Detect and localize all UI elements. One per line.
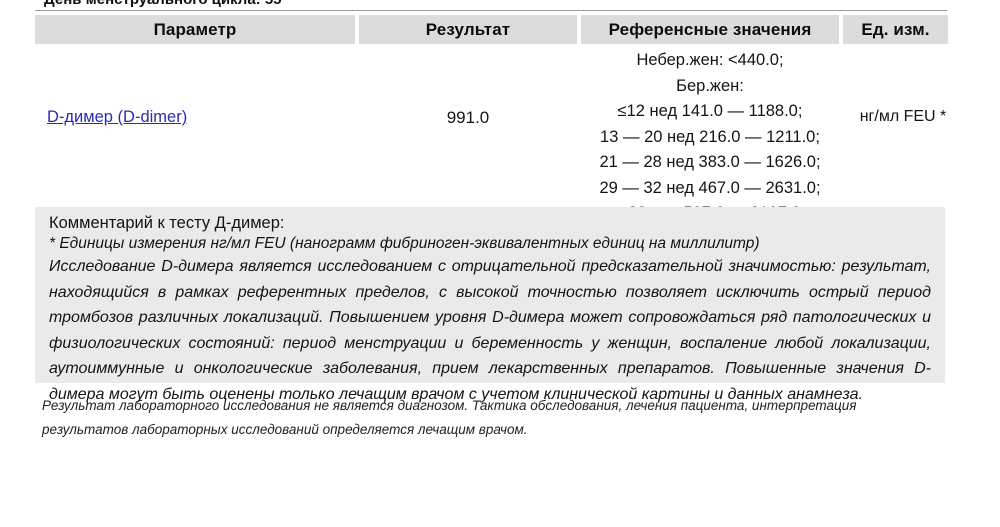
column-header-parameter: Параметр — [35, 15, 355, 44]
comment-units-note: * Единицы измерения нг/мл FEU (нанограмм… — [49, 235, 760, 252]
reference-line: Бер.жен: — [676, 76, 744, 95]
test-comment-panel: Комментарий к тесту Д-димер: * Единицы и… — [35, 207, 945, 403]
test-name-link[interactable]: D-димер (D-dimer) — [47, 108, 188, 126]
test-unit: нг/мл FEU * — [859, 108, 947, 125]
test-result-value: 991.0 — [446, 108, 490, 127]
comment-body: Исследование D-димера является исследова… — [49, 258, 931, 403]
column-header-reference: Референсные значения — [581, 15, 839, 44]
column-header-unit: Ед. изм. — [843, 15, 948, 44]
menstrual-cycle-day-text: День менструального цикла: 55 — [44, 0, 282, 8]
reference-line: Небер.жен: <440.0; — [636, 51, 784, 69]
reference-line: 21 — 28 нед 383.0 — 1626.0; — [599, 153, 821, 171]
top-divider — [35, 10, 947, 11]
reference-line: 13 — 20 нед 216.0 — 1211.0; — [600, 127, 820, 146]
reference-line: 29 — 32 нед 467.0 — 2631.0; — [599, 178, 821, 197]
table-row: D-димер (D-dimer) 991.0 Небер.жен: <440.… — [35, 46, 948, 222]
comment-title: Комментарий к тесту Д-димер: — [49, 214, 285, 232]
column-header-result: Результат — [359, 15, 577, 44]
lab-disclaimer: Результат лабораторного исследования не … — [42, 398, 857, 437]
reference-values: Небер.жен: <440.0; Бер.жен: ≤12 нед 141.… — [581, 48, 839, 227]
clipped-top-line: День менструального цикла: 55 — [0, 0, 1000, 11]
reference-line: ≤12 нед 141.0 — 1188.0; — [617, 102, 803, 120]
results-table-header: Параметр Результат Референсные значения … — [35, 15, 948, 44]
